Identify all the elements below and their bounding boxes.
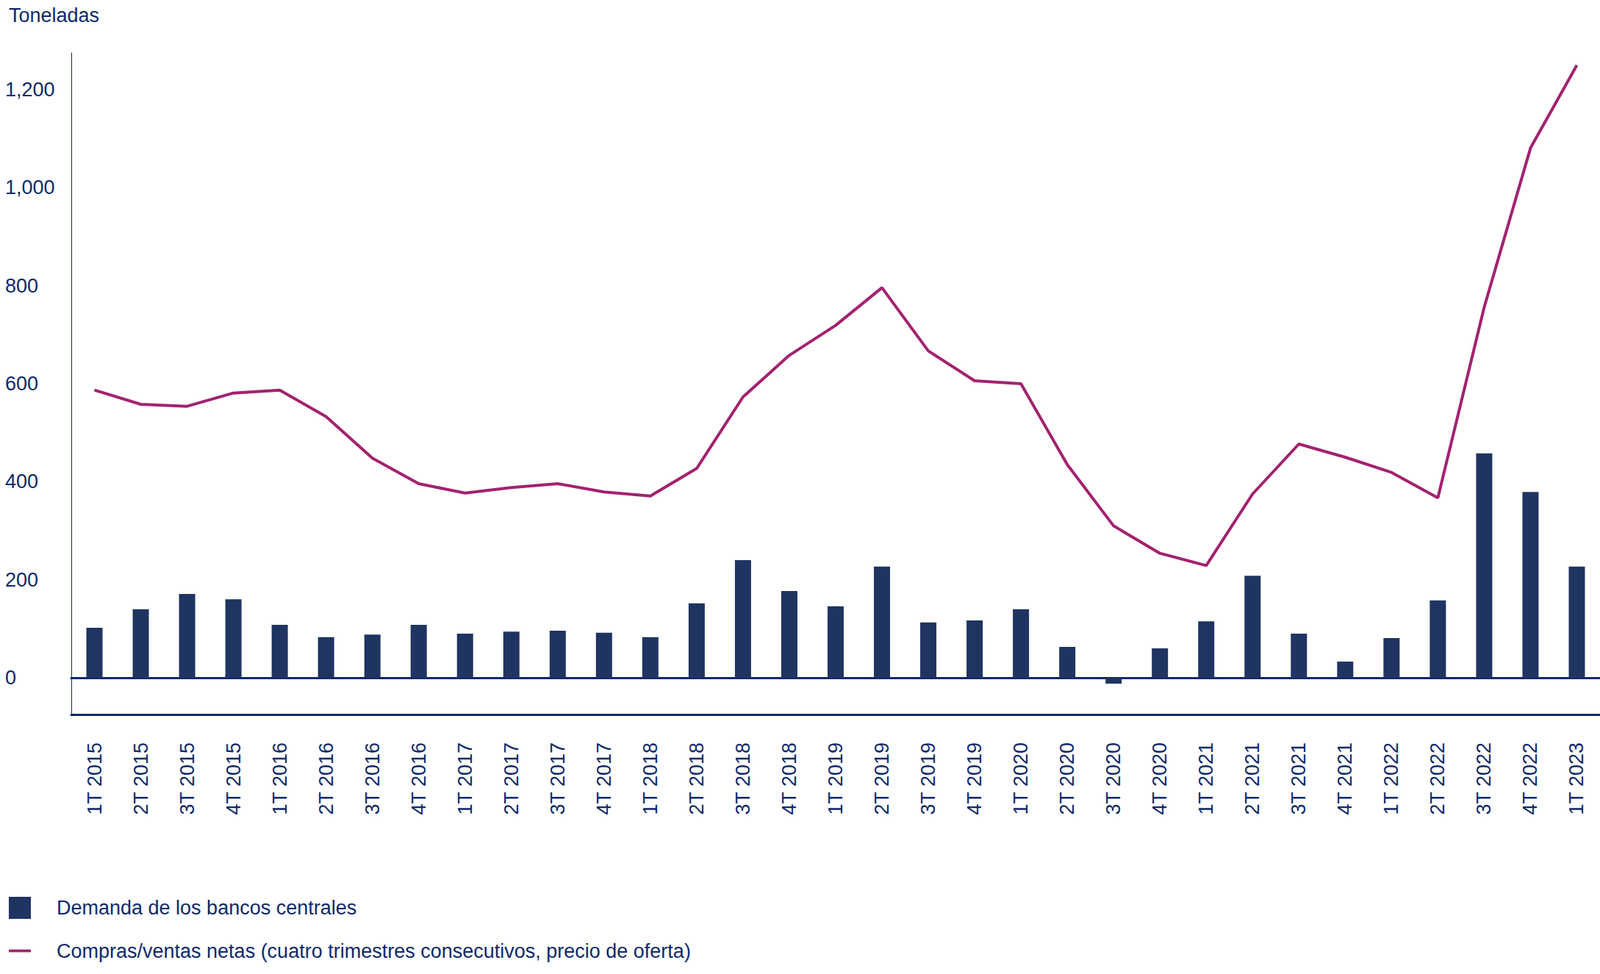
svg-text:3T 2015: 3T 2015 (176, 742, 199, 816)
svg-text:2T 2015: 2T 2015 (130, 742, 153, 816)
svg-text:Toneladas: Toneladas (8, 4, 100, 27)
svg-text:200: 200 (5, 568, 39, 591)
svg-text:1,200: 1,200 (5, 78, 56, 101)
svg-text:3T 2021: 3T 2021 (1287, 742, 1310, 816)
svg-text:800: 800 (5, 274, 39, 297)
svg-text:1T 2022: 1T 2022 (1380, 742, 1403, 816)
svg-text:4T 2017: 4T 2017 (593, 742, 616, 816)
svg-text:1T 2020: 1T 2020 (1009, 742, 1032, 816)
svg-text:2T 2021: 2T 2021 (1241, 742, 1264, 816)
svg-text:4T 2015: 4T 2015 (222, 742, 245, 816)
svg-text:2T 2019: 2T 2019 (870, 742, 893, 816)
svg-text:3T 2017: 3T 2017 (546, 742, 569, 816)
svg-text:2T 2018: 2T 2018 (685, 742, 708, 816)
svg-text:2T 2020: 2T 2020 (1056, 742, 1079, 816)
svg-text:3T 2016: 3T 2016 (361, 742, 384, 816)
svg-text:2T 2017: 2T 2017 (500, 742, 523, 816)
svg-text:4T 2018: 4T 2018 (778, 742, 801, 816)
svg-text:3T 2019: 3T 2019 (917, 742, 940, 816)
svg-text:600: 600 (5, 372, 39, 395)
svg-text:1T 2016: 1T 2016 (268, 742, 292, 816)
svg-text:1T 2019: 1T 2019 (824, 742, 847, 816)
svg-text:3T 2020: 3T 2020 (1102, 742, 1125, 816)
svg-text:4T 2016: 4T 2016 (407, 742, 430, 816)
svg-text:1T 2023: 1T 2023 (1565, 742, 1588, 816)
svg-text:3T 2022: 3T 2022 (1472, 742, 1495, 816)
svg-text:1,000: 1,000 (5, 176, 56, 199)
svg-text:1T 2015: 1T 2015 (83, 742, 106, 816)
svg-text:2T 2022: 2T 2022 (1426, 742, 1449, 816)
svg-text:3T 2018: 3T 2018 (732, 742, 755, 816)
svg-text:2T 2016: 2T 2016 (315, 742, 338, 816)
svg-text:Demanda de los bancos centrale: Demanda de los bancos centrales (56, 896, 357, 919)
svg-text:Compras/ventas netas (cuatro t: Compras/ventas netas (cuatro trimestres … (56, 940, 691, 963)
svg-text:4T 2021: 4T 2021 (1333, 742, 1356, 816)
svg-text:1T 2017: 1T 2017 (454, 742, 477, 816)
svg-text:400: 400 (5, 470, 39, 493)
svg-text:0: 0 (5, 666, 17, 689)
svg-text:4T 2020: 4T 2020 (1148, 742, 1171, 816)
svg-text:4T 2022: 4T 2022 (1519, 742, 1542, 816)
svg-text:1T 2021: 1T 2021 (1195, 742, 1218, 816)
svg-text:1T 2018: 1T 2018 (639, 742, 662, 816)
svg-text:4T 2019: 4T 2019 (963, 742, 986, 816)
